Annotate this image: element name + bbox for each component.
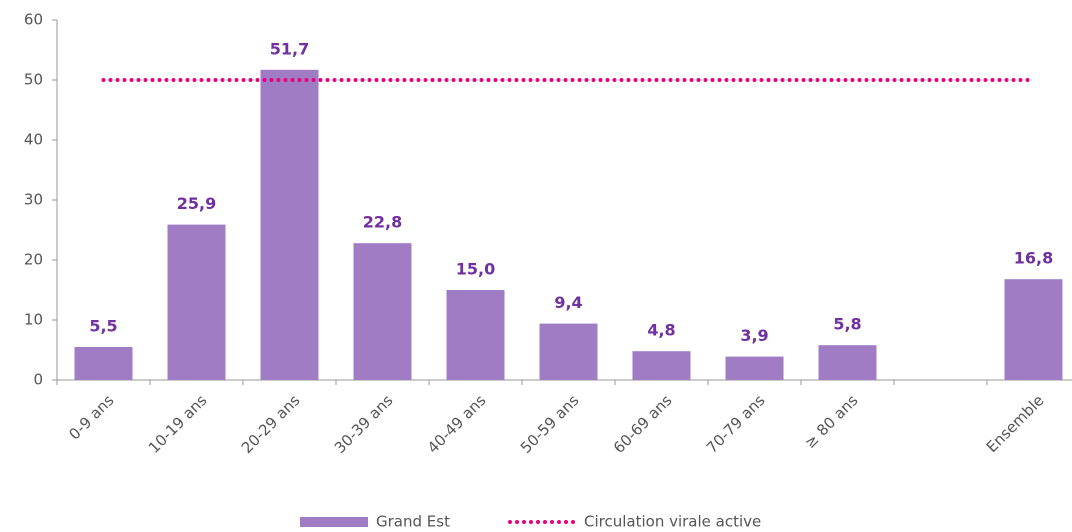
y-tick-label: 30	[24, 191, 43, 209]
x-tick-label: 70-79 ans	[703, 391, 769, 457]
bar	[446, 290, 505, 380]
x-tick-label: 20-29 ans	[238, 391, 304, 457]
value-label: 51,7	[270, 39, 309, 58]
value-label: 15,0	[456, 260, 495, 279]
value-label: 4,8	[647, 321, 675, 340]
bar	[1004, 279, 1063, 380]
legend-swatch	[300, 517, 368, 527]
x-tick-label: 0-9 ans	[65, 391, 117, 443]
value-label: 25,9	[177, 194, 216, 213]
legend-label: Grand Est	[376, 513, 450, 531]
y-tick-label: 0	[33, 371, 43, 389]
y-tick-label: 40	[24, 131, 43, 149]
y-tick-label: 50	[24, 71, 43, 89]
value-label: 5,8	[833, 315, 861, 334]
bar	[167, 224, 226, 380]
bar	[260, 69, 319, 381]
x-tick-label: ≥ 80 ans	[801, 391, 862, 452]
y-tick-label: 20	[24, 251, 43, 269]
bar	[539, 323, 598, 380]
bar	[725, 356, 784, 380]
bar	[632, 351, 691, 380]
value-label: 9,4	[554, 293, 582, 312]
value-label: 16,8	[1014, 249, 1053, 268]
value-label: 3,9	[740, 326, 768, 345]
bar	[353, 243, 412, 380]
value-label: 5,5	[89, 317, 117, 336]
x-tick-label: 50-59 ans	[517, 391, 583, 457]
x-tick-label: 60-69 ans	[610, 391, 676, 457]
bar	[818, 345, 877, 380]
x-tick-label: 30-39 ans	[331, 391, 397, 457]
value-label: 22,8	[363, 213, 402, 232]
bar	[74, 347, 133, 380]
x-tick-label: 10-19 ans	[145, 391, 211, 457]
x-tick-label: Ensemble	[983, 391, 1048, 456]
x-tick-label: 40-49 ans	[424, 391, 490, 457]
y-tick-label: 10	[24, 311, 43, 329]
y-tick-label: 60	[24, 11, 43, 29]
legend-label: Circulation virale active	[584, 513, 761, 531]
